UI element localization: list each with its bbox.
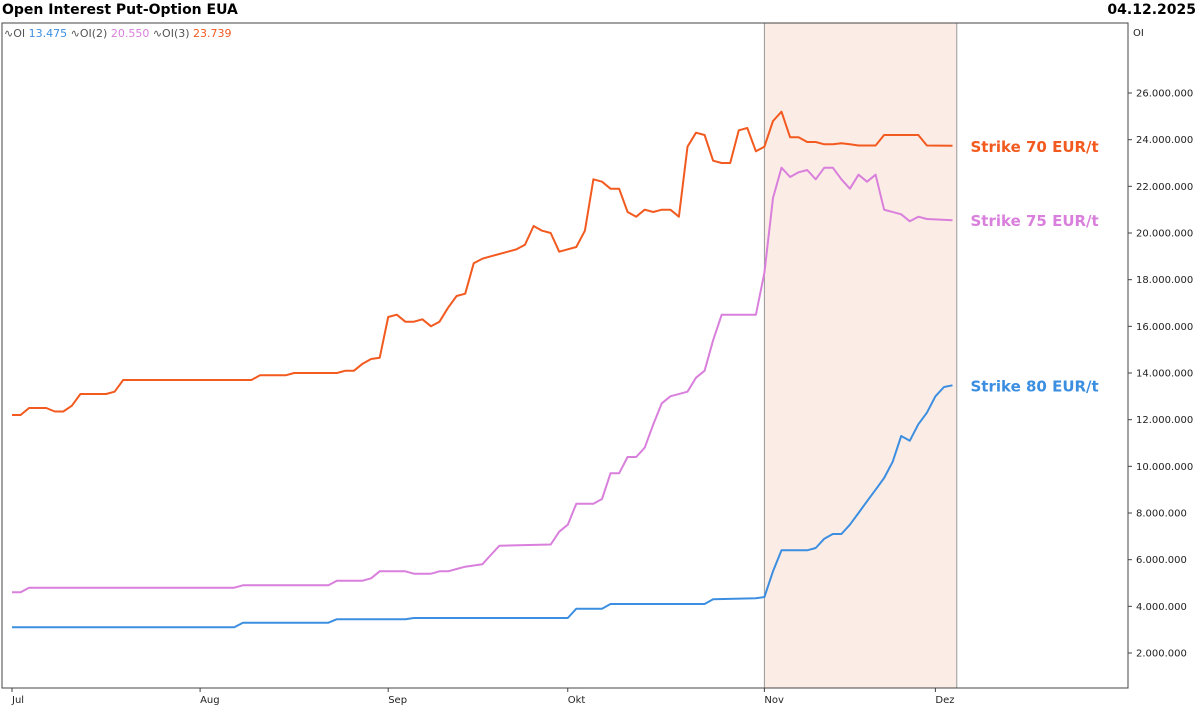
x-tick-label: Jul <box>11 695 24 705</box>
y-tick-label: 6.000.000 <box>1136 555 1187 566</box>
y-tick-label: 16.000.000 <box>1136 322 1193 333</box>
legend: ∿OI 13.475 ∿OI(2) 20.550 ∿OI(3) 23.739 <box>4 27 232 40</box>
series-annotation: Strike 80 EUR/t <box>971 377 1099 395</box>
legend-value: 20.550 <box>111 27 150 40</box>
series-line-3 <box>12 384 953 629</box>
series-annotation: Strike 70 EUR/t <box>971 138 1099 156</box>
x-tick-label: Aug <box>200 695 220 705</box>
highlight-region <box>764 23 957 688</box>
x-tick-label: Okt <box>568 695 586 705</box>
y-tick-label: 4.000.000 <box>1136 602 1187 613</box>
chart-date: 04.12.2025 <box>1107 2 1196 18</box>
plot-frame <box>1 22 1129 689</box>
legend-label: ∿OI(2) <box>67 27 111 40</box>
series-line-1 <box>12 110 953 416</box>
y-tick-label: 12.000.000 <box>1136 415 1193 426</box>
series-annotation: Strike 75 EUR/t <box>971 212 1099 230</box>
series-line-2 <box>12 166 953 594</box>
x-tick-label: Dez <box>935 695 954 705</box>
y-tick-label: 20.000.000 <box>1136 229 1193 240</box>
legend-label: ∿OI <box>4 27 29 40</box>
y-tick-label: 18.000.000 <box>1136 275 1193 286</box>
x-tick-label: Nov <box>764 695 784 705</box>
legend-label: ∿OI(3) <box>149 27 193 40</box>
legend-value: 23.739 <box>193 27 232 40</box>
x-tick-label: Sep <box>388 695 407 705</box>
y-tick-label: 24.000.000 <box>1136 135 1193 146</box>
legend-value: 13.475 <box>29 27 68 40</box>
y-tick-label: 10.000.000 <box>1136 462 1193 473</box>
chart-title: Open Interest Put-Option EUA <box>2 2 238 18</box>
y-tick-label: 8.000.000 <box>1136 509 1187 520</box>
y-tick-label: 26.000.000 <box>1136 89 1193 100</box>
y-tick-label: 2.000.000 <box>1136 649 1187 660</box>
y-tick-label: 22.000.000 <box>1136 182 1193 193</box>
y-axis-label: OI <box>1133 28 1144 39</box>
y-tick-label: 14.000.000 <box>1136 369 1193 380</box>
